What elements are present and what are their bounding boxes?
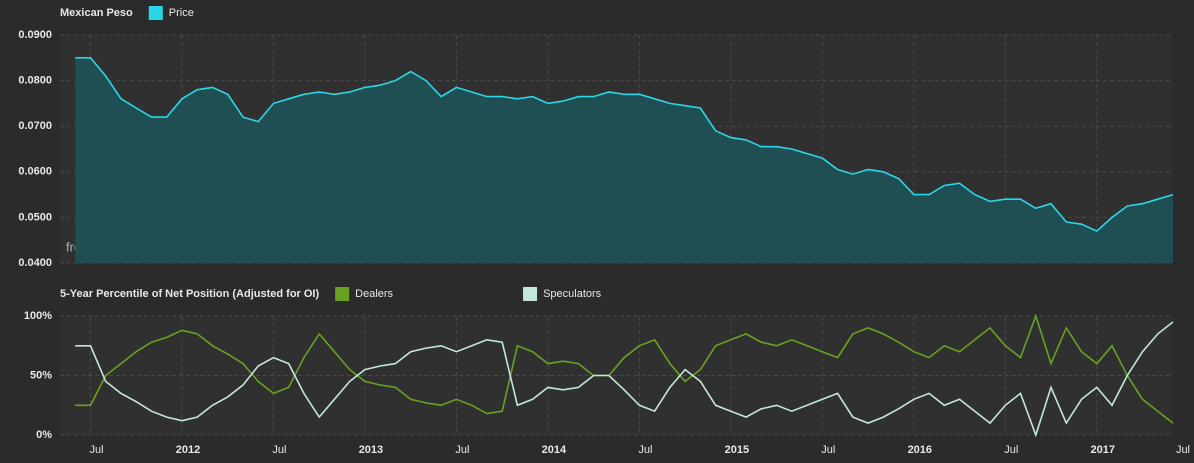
y-tick-label: 0% <box>36 429 52 441</box>
y-tick-label: 0.0700 <box>18 120 52 132</box>
x-tick-label: Jul <box>455 444 469 456</box>
legend-label: Speculators <box>543 288 602 300</box>
legend-swatch <box>148 6 163 20</box>
y-tick-label: 0.0900 <box>18 29 52 41</box>
legend-label: Price <box>169 7 194 19</box>
x-tick-label: Jul <box>1004 444 1018 456</box>
x-tick-label: Jul <box>272 444 286 456</box>
legend-label: Dealers <box>355 288 393 300</box>
y-tick-label: 0.0600 <box>18 166 52 178</box>
x-tick-label: 2016 <box>908 444 932 456</box>
x-tick-label: Jul <box>1176 444 1190 456</box>
x-tick-label: 2012 <box>176 444 200 456</box>
y-tick-label: 50% <box>30 369 52 381</box>
y-tick-label: 100% <box>24 310 52 322</box>
line <box>75 57 1174 233</box>
line <box>75 321 1174 438</box>
x-tick-label: 2015 <box>725 444 749 456</box>
legend-swatch <box>523 287 538 301</box>
y-tick-label: 0.0800 <box>18 75 52 87</box>
y-tick-label: 0.0400 <box>18 257 52 269</box>
chart-title: 5-Year Percentile of Net Position (Adjus… <box>60 288 319 300</box>
x-tick-label: Jul <box>89 444 103 456</box>
legend-swatch <box>335 287 350 301</box>
x-tick-label: Jul <box>638 444 652 456</box>
area <box>75 57 1174 263</box>
x-tick-label: Jul <box>821 444 835 456</box>
y-tick-label: 0.0500 <box>18 211 52 223</box>
x-tick-label: 2017 <box>1091 444 1115 456</box>
line <box>75 313 1174 424</box>
chart-title: Mexican Peso <box>60 7 133 19</box>
x-tick-label: 2014 <box>542 444 567 456</box>
x-tick-label: 2013 <box>359 444 383 456</box>
